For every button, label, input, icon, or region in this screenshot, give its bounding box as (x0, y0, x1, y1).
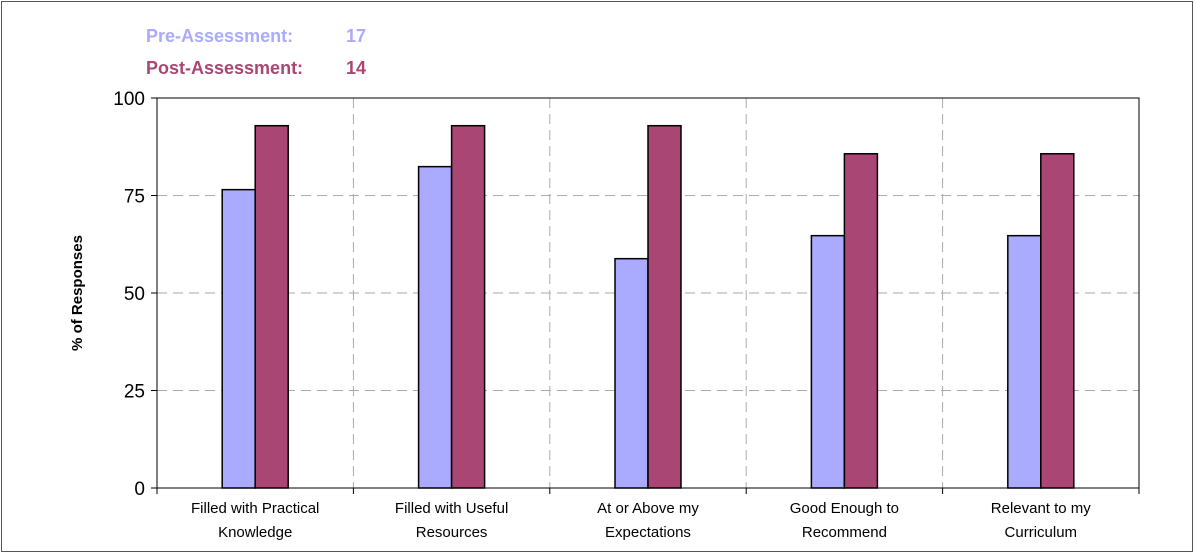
x-category-label-0-0: Filled with Practical (191, 500, 319, 517)
bar-post-4 (1040, 153, 1075, 489)
bar-post-2 (647, 124, 682, 489)
bar-pre-2 (614, 257, 649, 489)
bar-post-1 (450, 124, 486, 489)
y-tick-label-3: 75 (124, 187, 145, 208)
legend-post-assessment: Post-Assessment: 14 (146, 58, 366, 79)
x-category-label-1-1: Resources (416, 524, 488, 541)
y-tick-label-0: 0 (134, 479, 145, 500)
x-category-label-1-0: Filled with Useful (395, 500, 508, 517)
x-category-label-4-1: Curriculum (1005, 524, 1078, 541)
legend-pre-label: Pre-Assessment: (146, 26, 294, 46)
y-tick-label-4: 100 (113, 89, 145, 110)
x-category-label-0-1: Knowledge (218, 524, 292, 541)
x-category-label-3-0: Good Enough to (790, 500, 899, 517)
x-category-label-2-1: Expectations (605, 524, 691, 541)
bar-pre-4 (1007, 234, 1042, 489)
bar-pre-1 (417, 165, 453, 489)
legend-pre-assessment: Pre-Assessment: 17 (146, 26, 366, 47)
legend-pre-count: 17 (346, 26, 367, 46)
legend-post-count: 14 (346, 58, 367, 78)
bar-pre-0 (221, 188, 256, 489)
bar-pre-3 (810, 234, 846, 489)
x-category-label-4-0: Relevant to my (991, 500, 1092, 517)
legend-post-label: Post-Assessment: (146, 58, 304, 78)
x-category-label-3-1: Recommend (802, 524, 887, 541)
y-tick-label-2: 50 (124, 284, 145, 305)
x-category-label-2-0: At or Above my (597, 500, 699, 517)
y-axis-title: % of Responses (69, 235, 86, 351)
bar-post-0 (254, 124, 289, 489)
bar-post-3 (843, 153, 879, 489)
y-tick-label-1: 25 (124, 382, 145, 403)
